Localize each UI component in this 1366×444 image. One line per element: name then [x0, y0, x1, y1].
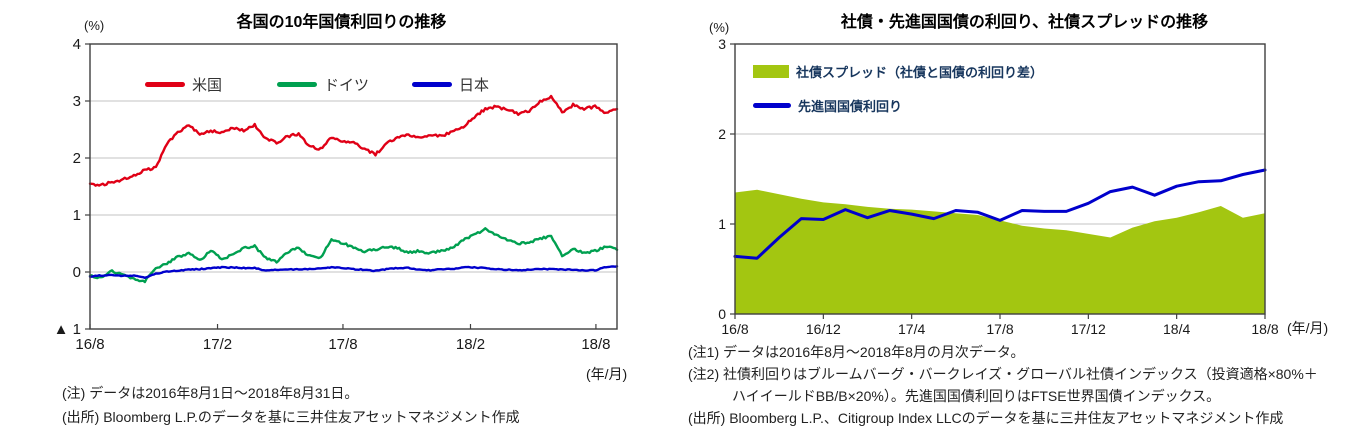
svg-text:2: 2 — [73, 150, 81, 167]
chart-plot-area: 3 2 1 016/8 16/12 17/4 17/8 17/12 18/4 18/8 — [718, 36, 1279, 337]
svg-text:17/8: 17/8 — [328, 336, 357, 353]
y-axis-unit-label: (%) — [84, 18, 105, 33]
svg-text:1: 1 — [718, 216, 726, 232]
govt-bond-yield-chart: 各国の10年国債利回りの推移 (%) 4 3 2 1 0 ▲ 1 16/8 17/2 17/8 1… — [54, 14, 628, 429]
svg-text:18/2: 18/2 — [456, 336, 485, 353]
note-line: ハイイールドBB/B×20%）。先進国国債利回りはFTSE世界国債インデックス。 — [732, 388, 1221, 404]
svg-text:17/2: 17/2 — [203, 336, 232, 353]
svg-text:3: 3 — [73, 93, 81, 110]
note-line: (注) データは2016年8月1日～2018年8月31日。 — [62, 385, 359, 401]
chart-title: 社債・先進国国債の利回り、社債スプレッドの推移 — [840, 14, 1209, 31]
note-line: (注2) 社債利回りはブルームバーグ・バークレイズ・グローバル社債インデックス（… — [688, 366, 1318, 382]
x-axis-unit-label: (年/月) — [586, 366, 628, 382]
svg-text:18/4: 18/4 — [1163, 321, 1190, 337]
svg-text:16/12: 16/12 — [806, 321, 841, 337]
svg-text:▲ 1: ▲ 1 — [54, 321, 81, 338]
svg-text:18/8: 18/8 — [1251, 321, 1278, 337]
svg-text:17/4: 17/4 — [898, 321, 925, 337]
svg-text:16/8: 16/8 — [721, 321, 748, 337]
y-axis-unit-label: (%) — [709, 20, 730, 35]
svg-text:1: 1 — [73, 207, 81, 224]
note-line: (出所) Bloomberg L.P.のデータを基に三井住友アセットマネジメント… — [62, 409, 520, 425]
svg-text:16/8: 16/8 — [75, 336, 104, 353]
x-axis-unit-label: (年/月) — [1287, 320, 1329, 336]
corporate-spread-chart: 社債・先進国国債の利回り、社債スプレッドの推移 (%) 3 2 1 0 16/8 16/1… — [683, 0, 1366, 444]
svg-text:17/12: 17/12 — [1071, 321, 1106, 337]
svg-text:3: 3 — [718, 36, 726, 52]
note-line: (注1) データは2016年8月～2018年8月の月次データ。 — [688, 344, 1025, 360]
chart-plot-area: 4 3 2 1 0 ▲ 116/8 17/2 17/8 18/2 18/8 — [54, 36, 619, 353]
svg-text:4: 4 — [73, 36, 81, 53]
svg-text:2: 2 — [718, 126, 726, 142]
chart-notes: (注) データは2016年8月1日～2018年8月31日。 (出所) Bloomb… — [62, 381, 520, 429]
svg-text:17/8: 17/8 — [986, 321, 1013, 337]
svg-text:0: 0 — [73, 264, 81, 281]
svg-text:0: 0 — [718, 306, 726, 322]
chart-title: 各国の10年国債利回りの推移 — [236, 14, 447, 31]
chart-notes: (注1) データは2016年8月～2018年8月の月次データ。 (注2) 社債利回… — [688, 341, 1318, 429]
svg-text:18/8: 18/8 — [581, 336, 610, 353]
note-line: (出所) Bloomberg L.P.、Citigroup Index LLCの… — [688, 410, 1284, 426]
